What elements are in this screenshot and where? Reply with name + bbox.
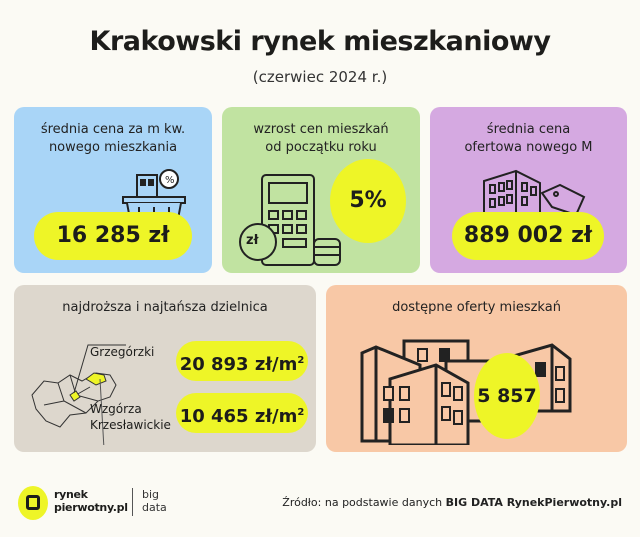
card-label: najdroższa i najtańsza dzielnica — [62, 300, 268, 315]
logo-text: data — [142, 501, 167, 514]
card-label: nowego mieszkania — [48, 140, 178, 155]
unit-sup: 2 — [297, 355, 305, 366]
district-name-line: Wzgórza — [90, 402, 142, 416]
value-text: 20 893 zł/m — [179, 354, 298, 375]
source-bold: BIG DATA RynekPierwotny.pl — [445, 496, 622, 509]
krakow-map-icon — [31, 344, 126, 445]
card-label: od początku roku — [265, 140, 377, 155]
card-label: wzrost cen mieszkań — [253, 122, 389, 137]
buildings-icon — [360, 339, 572, 445]
growth-value: 5% — [330, 159, 406, 243]
value-text: 10 465 zł/m — [179, 406, 298, 427]
coin-icon — [239, 223, 277, 261]
coin-label: zł — [246, 233, 259, 248]
page-subtitle: (czerwiec 2024 r.) — [252, 68, 388, 86]
logo-divider — [132, 488, 133, 516]
cheap-district-value: 10 465 zł/m2 — [176, 393, 308, 433]
expensive-district-value: 20 893 zł/m2 — [176, 341, 308, 381]
logo-square-icon — [26, 495, 40, 510]
card-label: średnia cena za m kw. — [40, 122, 186, 137]
svg-text:%: % — [165, 175, 175, 186]
offers-value: 5 857 — [474, 353, 540, 439]
card-avg-price: średnia cena ofertowa nowego M 889 002 zł — [430, 107, 627, 273]
page-title: Krakowski rynek mieszkaniowy — [89, 26, 551, 57]
price-sqm-value: 16 285 zł — [34, 212, 192, 260]
card-label: ofertowa nowego M — [464, 140, 593, 155]
logo-text: pierwotny.pl — [54, 501, 128, 514]
source-prefix: Źródło: na podstawie danych — [282, 496, 446, 509]
cheap-district-name: Wzgórza Krzesławickie — [90, 401, 171, 433]
card-price-sqm: średnia cena za m kw. nowego mieszkania %… — [14, 107, 212, 273]
avg-price-value: 889 002 zł — [452, 212, 604, 260]
district-name-line: Krzesławickie — [90, 418, 171, 432]
card-districts: najdroższa i najtańsza dzielnica Grzegór… — [14, 285, 316, 452]
expensive-district-name: Grzegórzki — [90, 345, 155, 359]
source-note: Źródło: na podstawie danych BIG DATA Ryn… — [282, 496, 622, 509]
card-label: średnia cena — [486, 122, 571, 137]
unit-sup: 2 — [297, 407, 305, 418]
card-offers: dostępne oferty mieszkań 5 857 — [326, 285, 627, 452]
rynekpierwotny-logo — [18, 486, 48, 520]
card-growth: wzrost cen mieszkań od początku roku zł 5… — [222, 107, 420, 273]
logo-text: rynek — [54, 488, 88, 501]
logo-text: big — [142, 488, 160, 501]
card-label: dostępne oferty mieszkań — [392, 300, 561, 315]
